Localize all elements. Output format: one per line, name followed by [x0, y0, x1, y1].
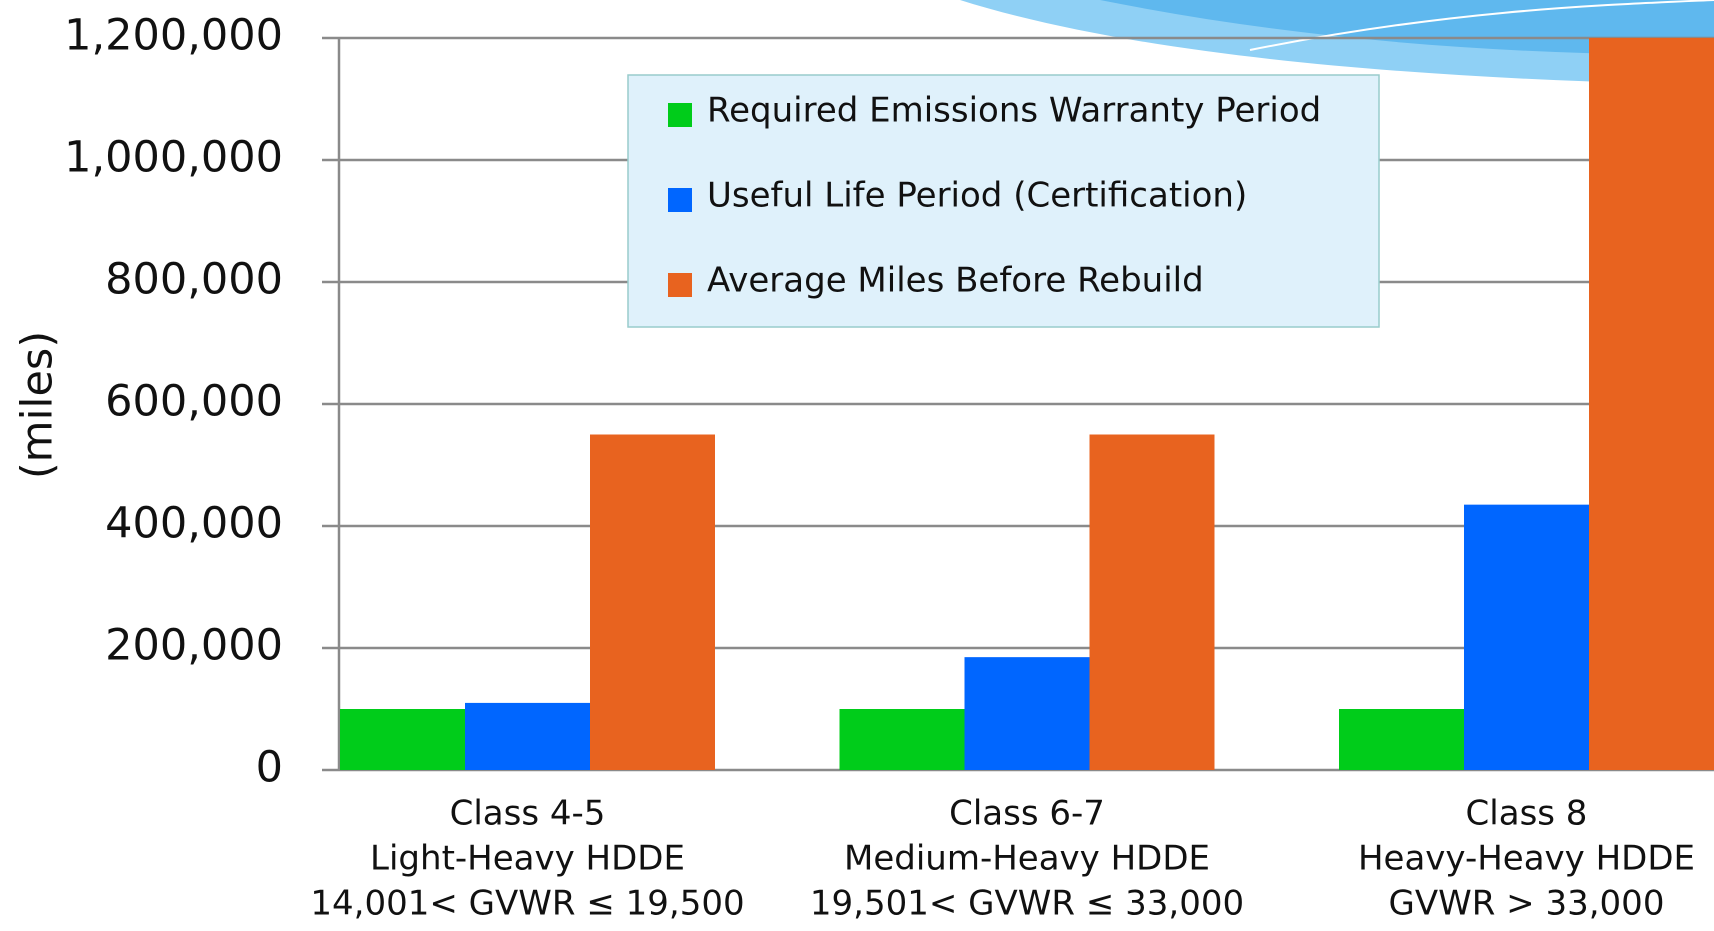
legend-swatch — [668, 273, 692, 297]
y-tick-label: 800,000 — [105, 255, 283, 305]
x-tick-label: 19,501< GVWR ≤ 33,000 — [810, 884, 1244, 924]
x-tick-label: 14,001< GVWR ≤ 19,500 — [310, 884, 744, 924]
x-tick-label: Heavy-Heavy HDDE — [1358, 839, 1695, 879]
bar — [1089, 434, 1215, 770]
bar — [590, 434, 715, 770]
bar — [1464, 504, 1589, 770]
bar — [465, 702, 590, 770]
x-tick-label: Class 6-7 — [949, 794, 1105, 834]
x-tick-label: Medium-Heavy HDDE — [844, 839, 1210, 879]
bar — [839, 709, 965, 770]
y-tick-label: 1,000,000 — [64, 133, 283, 183]
x-tick-label: GVWR > 33,000 — [1389, 884, 1665, 924]
legend: Required Emissions Warranty Period Useful… — [627, 74, 1380, 328]
swoosh-line — [1249, 0, 1714, 51]
legend-swatch — [668, 103, 692, 127]
legend-label: Useful Life Period (Certification) — [707, 176, 1247, 216]
decoration — [960, 0, 1714, 85]
y-tick-label: 600,000 — [105, 377, 283, 427]
y-axis-label: (miles) — [13, 331, 63, 479]
bar — [340, 709, 465, 770]
y-tick-label: 400,000 — [105, 499, 283, 549]
legend-label: Required Emissions Warranty Period — [707, 91, 1321, 131]
bar — [1589, 38, 1714, 770]
y-tick-label: 1,200,000 — [64, 11, 283, 61]
bar — [1339, 709, 1464, 770]
y-tick-label: 0 — [256, 743, 283, 793]
legend-swatch — [668, 188, 692, 212]
swoosh — [1100, 0, 1714, 55]
legend-box — [627, 74, 1380, 328]
y-tick-label: 200,000 — [105, 621, 283, 671]
bar — [964, 657, 1090, 770]
x-tick-label: Class 8 — [1466, 794, 1588, 834]
x-tick-label: Light-Heavy HDDE — [370, 839, 685, 879]
x-tick-label: Class 4-5 — [450, 794, 606, 834]
legend-label: Average Miles Before Rebuild — [707, 261, 1204, 301]
